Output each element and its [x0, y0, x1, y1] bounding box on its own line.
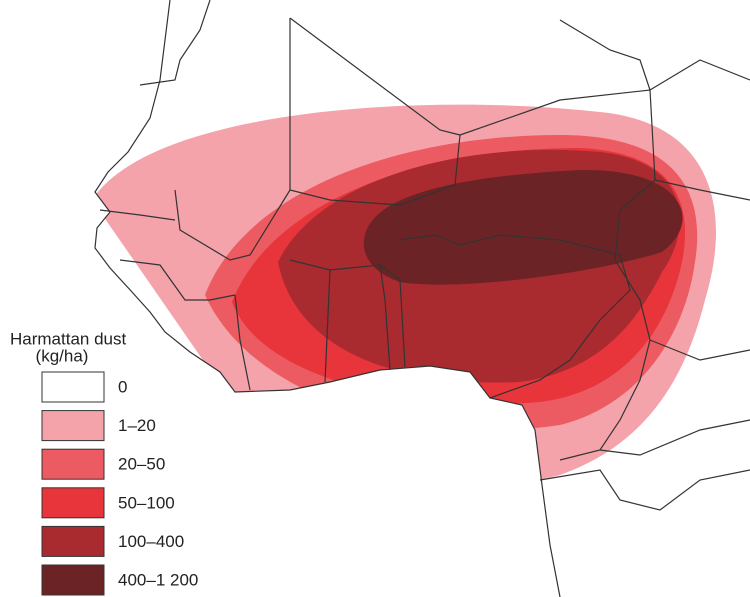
- legend-swatch: [41, 410, 105, 442]
- legend-label: 400–1 200: [118, 570, 198, 589]
- legend-label: 100–400: [118, 532, 184, 551]
- zone-400-1200: [363, 169, 683, 285]
- legend: Harmattan dust (kg/ha) 0 1–20 20–50 50–100 1…: [10, 329, 198, 596]
- legend-label: 50–100: [118, 493, 175, 512]
- legend-swatch: [41, 525, 105, 557]
- legend-items: 0 1–20 20–50 50–100 100–400 400–1 200: [41, 371, 198, 596]
- borders: [94, 0, 750, 597]
- dust-zones: [95, 104, 716, 483]
- legend-swatch: [41, 448, 105, 480]
- legend-swatch: [41, 564, 105, 596]
- legend-label: 0: [118, 377, 127, 396]
- legend-swatch: [41, 487, 105, 519]
- legend-swatch: [41, 371, 105, 403]
- legend-title: Harmattan dust: [10, 329, 126, 348]
- legend-label: 1–20: [118, 416, 156, 435]
- legend-unit: (kg/ha): [36, 346, 89, 365]
- legend-label: 20–50: [118, 455, 165, 474]
